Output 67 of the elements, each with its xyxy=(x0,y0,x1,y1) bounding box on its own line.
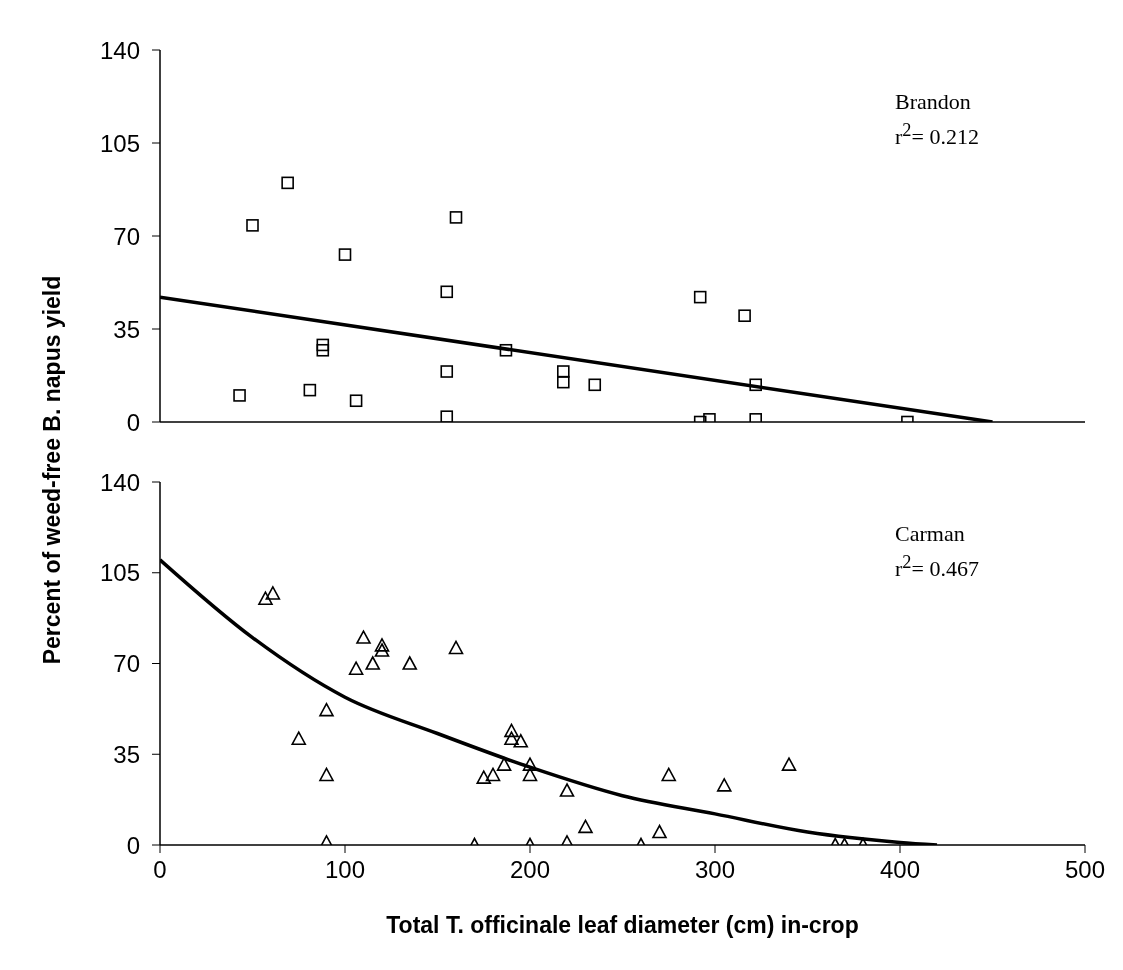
point xyxy=(559,783,575,797)
point xyxy=(303,383,317,397)
point xyxy=(291,731,307,745)
point xyxy=(246,219,259,232)
x-tick-label: 400 xyxy=(879,856,921,884)
point xyxy=(449,211,463,224)
point xyxy=(374,638,390,652)
point xyxy=(338,248,352,261)
point xyxy=(522,767,538,782)
point xyxy=(504,731,519,745)
point xyxy=(265,586,281,600)
point xyxy=(440,410,454,422)
point xyxy=(652,824,667,839)
point xyxy=(588,378,602,392)
y-tick-label: 105 xyxy=(99,129,140,157)
annotation: Brandon xyxy=(895,88,972,116)
y-tick-label: 35 xyxy=(113,315,140,343)
point xyxy=(578,819,593,834)
point xyxy=(356,630,371,644)
point xyxy=(496,757,512,771)
point xyxy=(485,767,501,782)
y-tick-label: 70 xyxy=(113,222,140,250)
point xyxy=(374,643,390,657)
point xyxy=(661,767,677,782)
point xyxy=(319,702,334,717)
point xyxy=(233,389,246,402)
point xyxy=(693,290,707,304)
x-tick-label: 300 xyxy=(694,856,736,884)
x-tick-label: 500 xyxy=(1064,856,1106,884)
x-tick-label: 100 xyxy=(324,856,366,884)
annotation: Carman xyxy=(895,520,966,548)
x-axis-title: Total T. officinale leaf diameter (cm) in-crop xyxy=(385,912,860,939)
y-tick-label: 140 xyxy=(99,468,140,496)
point xyxy=(738,309,751,323)
point xyxy=(522,757,538,771)
y-axis-title: Percent of weed-free B. napus yield xyxy=(38,275,66,665)
point xyxy=(557,365,570,378)
point xyxy=(716,778,732,792)
point xyxy=(258,591,273,605)
x-tick-label: 200 xyxy=(509,856,551,884)
y-tick-label: 140 xyxy=(99,36,140,64)
y-tick-label: 35 xyxy=(113,740,140,768)
point xyxy=(504,723,519,738)
point xyxy=(281,176,294,190)
point xyxy=(440,285,454,299)
y-tick-label: 105 xyxy=(99,559,140,587)
y-tick-label: 70 xyxy=(113,650,140,678)
point xyxy=(349,394,363,408)
point xyxy=(316,343,330,357)
annotation: r$^{2}$= 0.212 xyxy=(895,119,979,152)
point xyxy=(365,656,381,670)
point xyxy=(557,375,570,389)
annotation: r$^{2}$= 0.467 xyxy=(895,551,979,584)
point xyxy=(476,770,492,784)
point xyxy=(749,378,762,392)
point xyxy=(499,343,513,357)
point xyxy=(319,767,334,782)
point xyxy=(316,338,330,352)
x-tick-label: 0 xyxy=(153,856,167,884)
point xyxy=(448,640,464,655)
y-tick-label: 0 xyxy=(126,408,140,436)
point xyxy=(348,661,364,675)
point xyxy=(513,733,529,748)
point xyxy=(402,656,418,670)
point xyxy=(781,757,797,771)
y-tick-label: 0 xyxy=(126,831,140,859)
point xyxy=(440,365,454,378)
